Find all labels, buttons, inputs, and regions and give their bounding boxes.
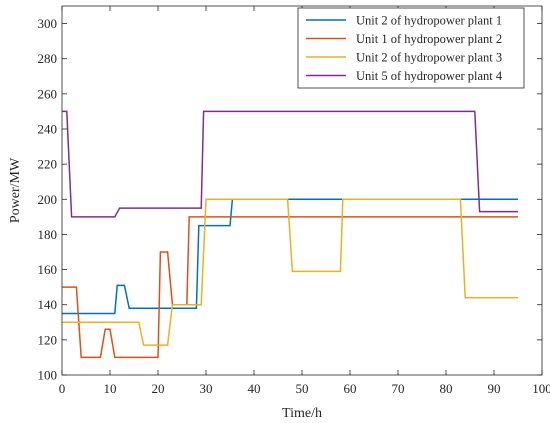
- x-tick-label: 20: [152, 381, 165, 396]
- x-tick-label: 30: [200, 381, 213, 396]
- y-tick-label: 240: [38, 122, 58, 137]
- legend-label-3: Unit 2 of hydropower plant 3: [356, 50, 502, 64]
- y-tick-label: 260: [38, 86, 58, 101]
- x-tick-label: 80: [440, 381, 453, 396]
- x-tick-label: 60: [344, 381, 357, 396]
- y-axis-title: Power/MW: [8, 157, 23, 223]
- legend-label-4: Unit 5 of hydropower plant 4: [356, 69, 503, 83]
- series-group: [62, 110, 518, 359]
- y-tick-label: 300: [38, 16, 58, 31]
- x-tick-label: 10: [104, 381, 117, 396]
- x-axis-title: Time/h: [282, 406, 322, 421]
- series-line-3: [62, 198, 518, 346]
- legend: Unit 2 of hydropower plant 1 Unit 1 of hy…: [297, 7, 525, 89]
- y-tick-label: 280: [38, 51, 58, 66]
- y-tick-label: 120: [38, 332, 58, 347]
- x-tick-label: 40: [248, 381, 261, 396]
- axes: 0 10 20 30 40 50 60 70 80 90 100 100 120 140 160 180 200…: [38, 5, 550, 396]
- y-tick-label: 220: [38, 157, 58, 172]
- series-line-1: [62, 198, 518, 315]
- x-tick-label: 100: [532, 381, 550, 396]
- series-line-4: [62, 110, 518, 218]
- x-tick-label: 0: [59, 381, 66, 396]
- x-tick-label: 90: [488, 381, 501, 396]
- legend-box: [297, 7, 525, 89]
- y-tick-label: 140: [38, 297, 58, 312]
- x-tick-label: 70: [392, 381, 405, 396]
- y-tick-label: 160: [38, 262, 58, 277]
- y-tick-label: 100: [38, 368, 58, 383]
- legend-label-2: Unit 1 of hydropower plant 2: [356, 32, 502, 46]
- x-tick-label: 50: [296, 381, 309, 396]
- y-tick-label: 180: [38, 227, 58, 242]
- legend-label-1: Unit 2 of hydropower plant 1: [356, 13, 502, 27]
- y-tick-label: 200: [38, 192, 58, 207]
